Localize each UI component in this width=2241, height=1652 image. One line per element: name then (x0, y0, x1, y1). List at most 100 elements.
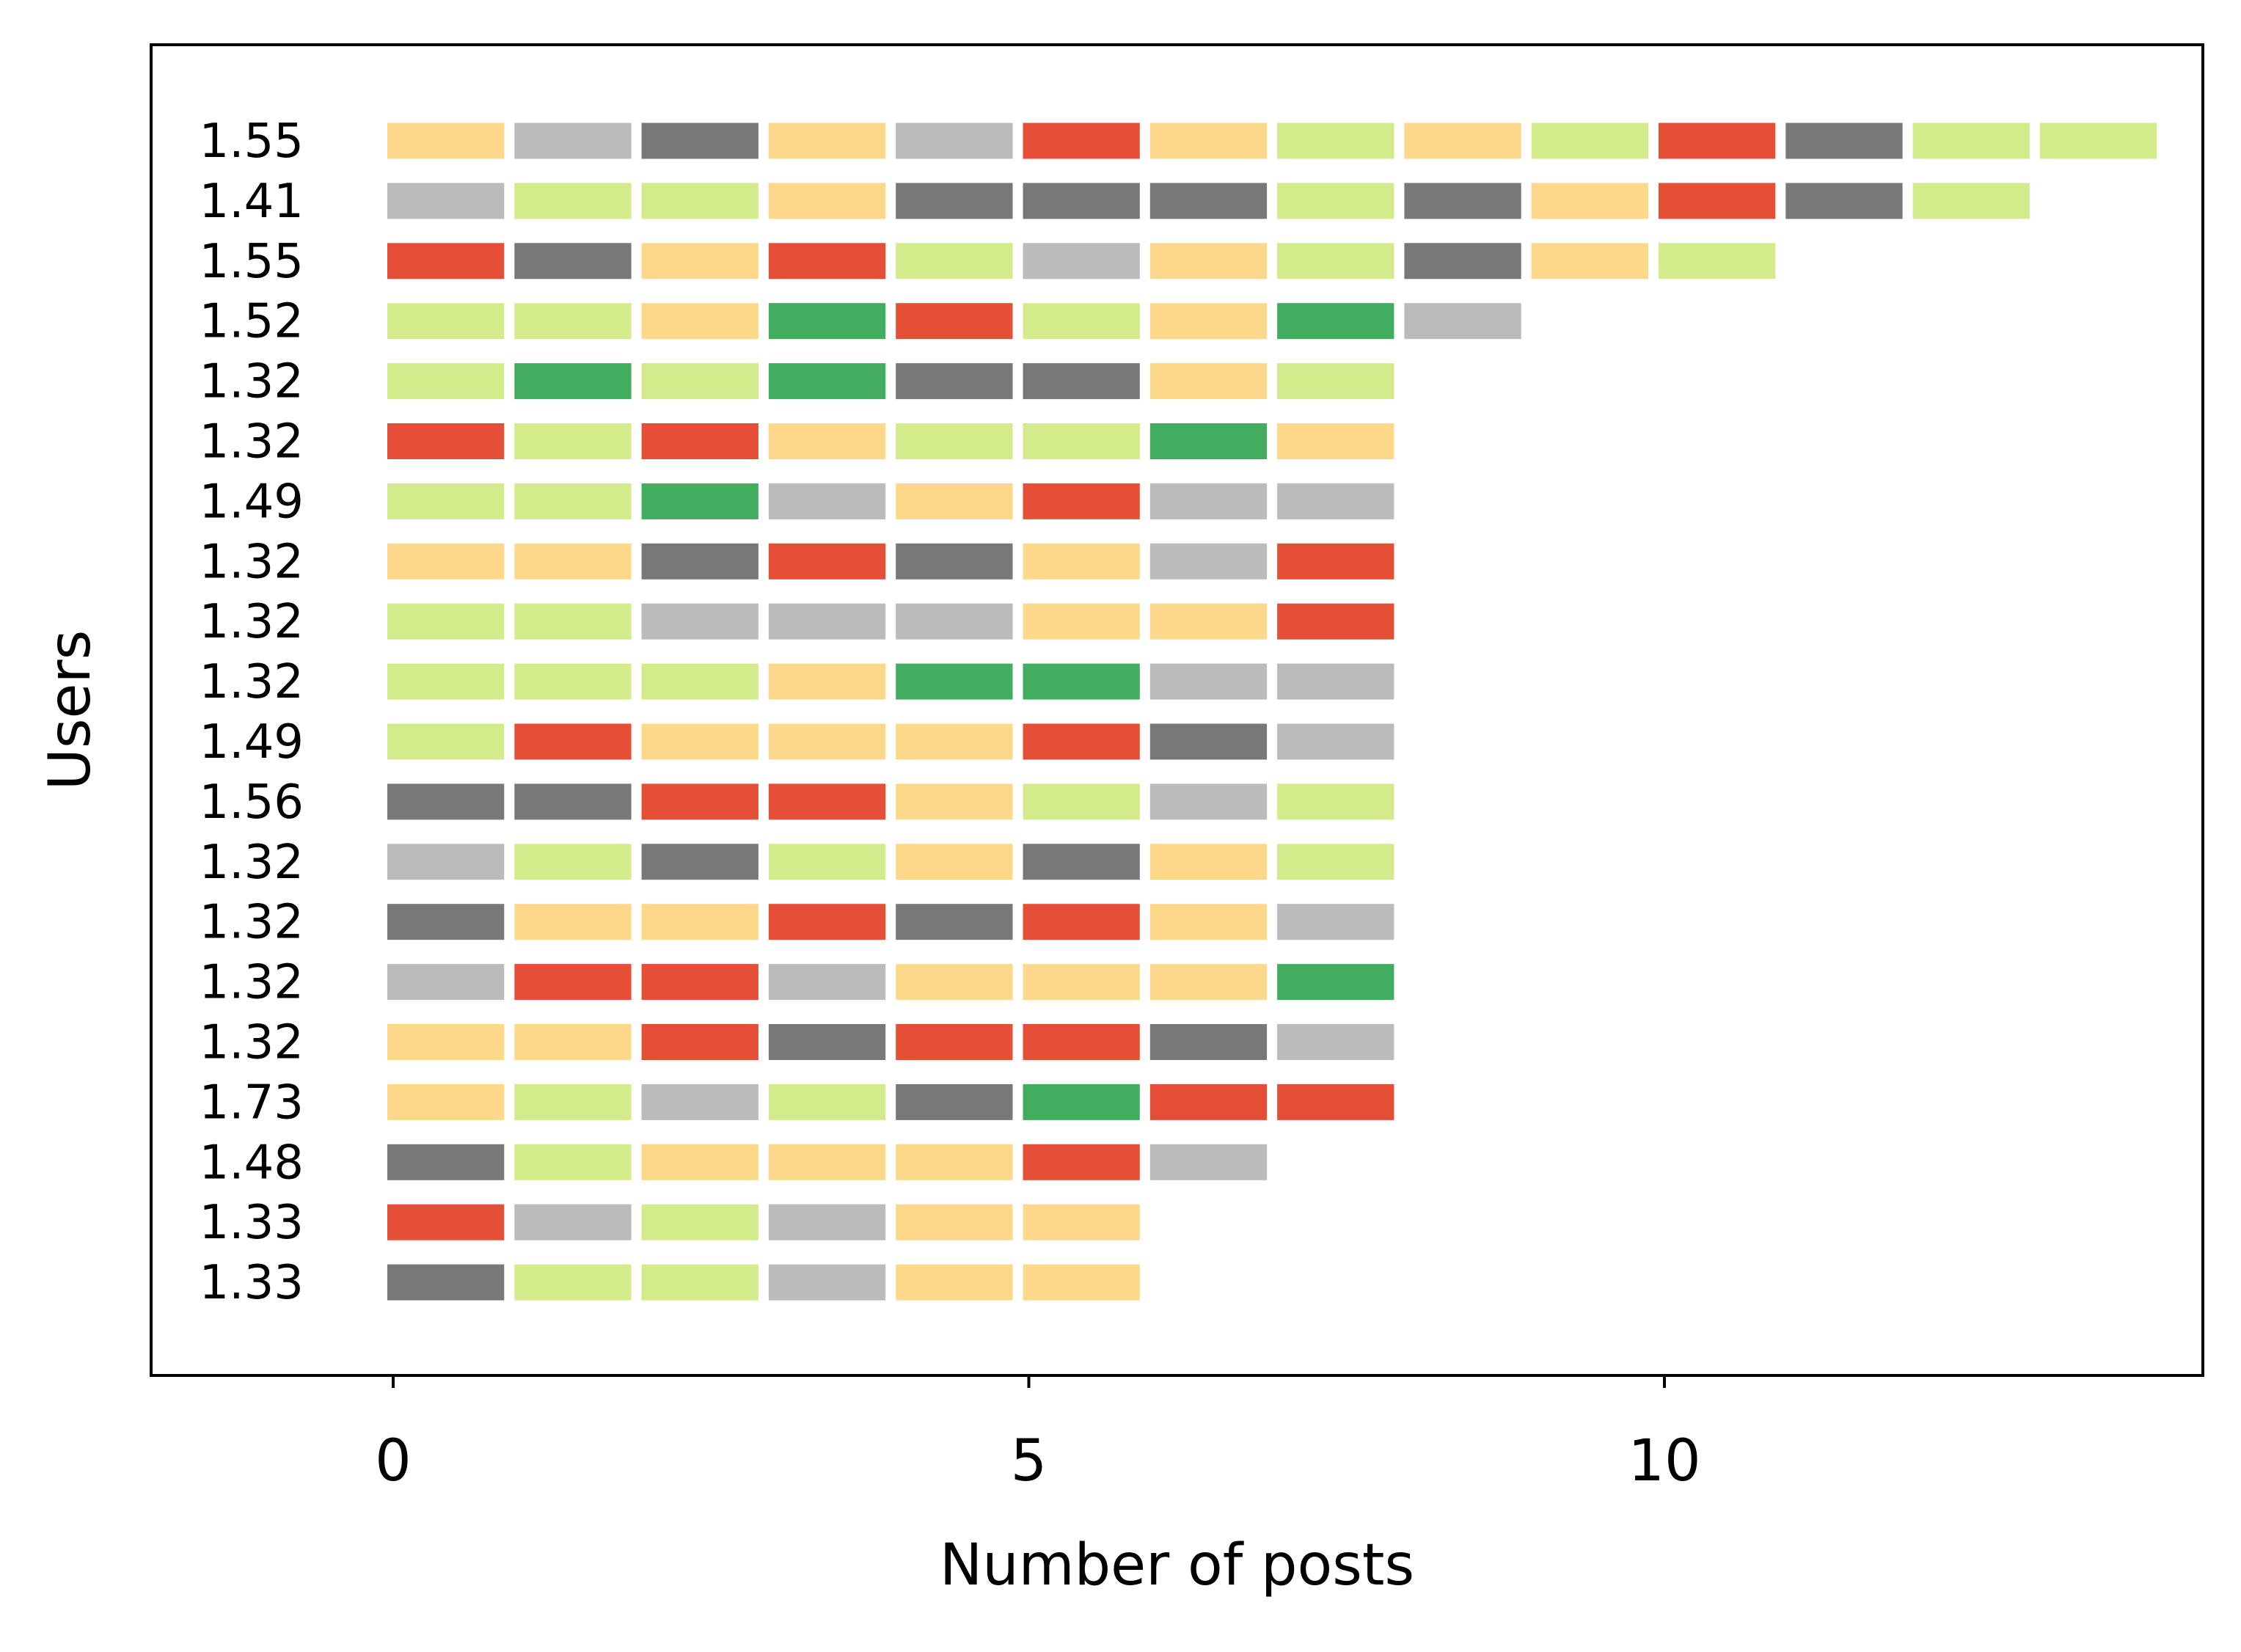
post-bar (514, 483, 632, 519)
post-bar (1277, 483, 1394, 519)
y-tick-label: 1.49 (200, 475, 304, 529)
post-bar (1531, 183, 1648, 219)
post-bar (896, 663, 1013, 700)
post-bar (387, 723, 505, 760)
post-bar (768, 904, 886, 940)
post-bar (1023, 964, 1140, 1001)
post-bar (1659, 123, 1776, 159)
post-bar (514, 423, 632, 459)
x-axis-label: Number of posts (940, 1532, 1414, 1598)
post-bar (387, 1144, 505, 1180)
post-bar (1277, 723, 1394, 760)
post-bar (1149, 964, 1268, 1001)
post-bar (768, 1204, 886, 1240)
post-bar (1404, 183, 1521, 219)
y-tick-label: 1.55 (200, 235, 304, 289)
post-bar (1023, 1083, 1140, 1120)
post-bar (896, 123, 1013, 159)
x-tick-label: 0 (375, 1428, 412, 1494)
plot-frame (150, 43, 2204, 1377)
post-bar (896, 1083, 1013, 1120)
post-bar (1404, 303, 1521, 340)
post-bar (896, 363, 1013, 400)
post-bar (768, 183, 886, 219)
post-bar (641, 423, 758, 459)
post-bar (1149, 1144, 1268, 1180)
post-bar (387, 783, 505, 820)
post-bar (1023, 1204, 1140, 1240)
post-bar (387, 183, 505, 219)
post-bar (514, 904, 632, 940)
post-bar (896, 543, 1013, 580)
y-tick-label: 1.33 (200, 1196, 304, 1250)
post-bar (1277, 1083, 1394, 1120)
post-bar (641, 723, 758, 760)
post-bar (514, 303, 632, 340)
post-bar (387, 483, 505, 519)
post-bar (768, 303, 886, 340)
post-bar (641, 483, 758, 519)
post-bar (1277, 183, 1394, 219)
post-bar (896, 964, 1013, 1001)
y-tick-label: 1.32 (200, 1016, 304, 1070)
post-bar (514, 844, 632, 880)
post-bar (1277, 1024, 1394, 1060)
post-bar (514, 363, 632, 400)
y-tick-label: 1.56 (200, 775, 304, 830)
post-bar (1785, 123, 1903, 159)
y-tick-label: 1.49 (200, 715, 304, 770)
x-axis-ticks: 0 5 10 (375, 1375, 1701, 1494)
post-bar (514, 783, 632, 820)
post-bar (1023, 1264, 1140, 1301)
post-bar (1149, 303, 1268, 340)
post-bar (896, 844, 1013, 880)
post-bar (1023, 123, 1140, 159)
post-bar (641, 183, 758, 219)
post-bar (1659, 243, 1776, 279)
post-bar (387, 363, 505, 400)
post-bar (641, 243, 758, 279)
post-bar (1023, 723, 1140, 760)
post-bar (1785, 183, 1903, 219)
y-tick-labels: 1.55 1.41 1.55 1.52 1.32 1.32 1.49 1.32 1.32 1.32… (200, 114, 304, 1310)
post-bar (641, 663, 758, 700)
post-bar (768, 1083, 886, 1120)
post-bar (1149, 483, 1268, 519)
post-bar (896, 483, 1013, 519)
post-bar (768, 423, 886, 459)
post-bar (896, 783, 1013, 820)
post-bar (768, 483, 886, 519)
post-bar (768, 663, 886, 700)
post-bar (1023, 543, 1140, 580)
post-bar (1023, 363, 1140, 400)
post-bar (387, 543, 505, 580)
post-bar (1023, 1024, 1140, 1060)
post-bar (896, 1024, 1013, 1060)
post-bar (896, 183, 1013, 219)
y-tick-label: 1.41 (200, 175, 304, 229)
post-bar (1023, 303, 1140, 340)
post-bar (641, 1144, 758, 1180)
post-bar (1277, 663, 1394, 700)
y-tick-label: 1.32 (200, 836, 304, 890)
post-bar (387, 603, 505, 640)
post-bar (1023, 783, 1140, 820)
post-bar (387, 663, 505, 700)
post-bar (387, 123, 505, 159)
post-bar (1023, 1144, 1140, 1180)
post-bar (896, 303, 1013, 340)
post-bar (1149, 423, 1268, 459)
y-axis-label: Users (37, 630, 103, 790)
post-bar (1277, 844, 1394, 880)
post-bar (768, 543, 886, 580)
post-bar (514, 1144, 632, 1180)
post-bar (1659, 183, 1776, 219)
post-bar (514, 723, 632, 760)
y-tick-label: 1.32 (200, 355, 304, 409)
post-bar (514, 964, 632, 1001)
post-bar (387, 1204, 505, 1240)
post-bar (896, 1144, 1013, 1180)
post-bar (2039, 123, 2157, 159)
post-bar (896, 603, 1013, 640)
